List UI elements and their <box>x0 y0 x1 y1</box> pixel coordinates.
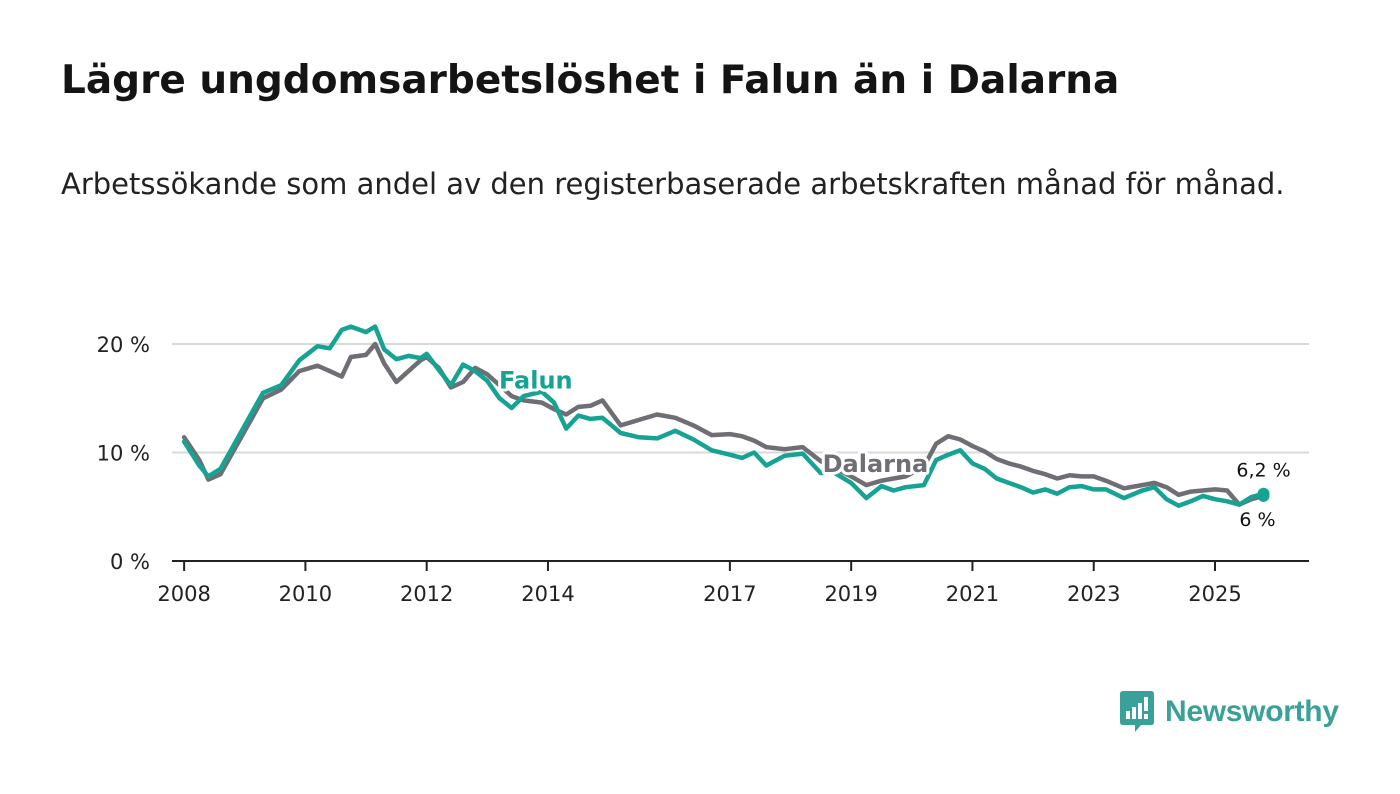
x-tick-label: 2012 <box>400 582 453 606</box>
end-labels: 6,2 % 6 % <box>1236 460 1290 531</box>
x-tick-label: 2025 <box>1188 582 1241 606</box>
gridlines <box>172 343 1309 454</box>
y-axis-ticks: 0 % 10 % 20 % <box>97 333 150 574</box>
page-title: Lägre ungdomsarbetslöshet i Falun än i D… <box>61 58 1120 103</box>
x-axis-ticks: 2008 2010 2012 2014 2017 2019 2021 2023 2025 <box>157 561 1242 606</box>
end-value-label-dalarna: 6 % <box>1239 509 1275 531</box>
series-lines <box>181 324 1270 508</box>
series-line-dalarna <box>181 341 1266 507</box>
x-tick-label: 2017 <box>703 582 756 606</box>
line-labels: Falun Dalarna <box>496 363 931 481</box>
series-label-falun: Falun <box>499 366 573 394</box>
end-value-label-falun: 6,2 % <box>1236 460 1290 482</box>
end-point-dalarna <box>1257 489 1270 502</box>
x-tick-label: 2019 <box>824 582 877 606</box>
y-tick-label: 20 % <box>97 333 150 357</box>
brand-logo[interactable]: Newsworthy <box>1119 690 1339 734</box>
newsworthy-logo-icon <box>1120 691 1154 732</box>
page-subtitle: Arbetssökande som andel av den registerb… <box>61 167 1285 201</box>
x-tick-label: 2014 <box>521 582 574 606</box>
x-tick-label: 2023 <box>1067 582 1120 606</box>
x-tick-label: 2008 <box>157 582 210 606</box>
series-label-dalarna: Dalarna <box>823 450 929 478</box>
brand-name: Newsworthy <box>1165 695 1339 728</box>
y-tick-label: 10 % <box>97 442 150 466</box>
y-tick-label: 0 % <box>110 550 150 574</box>
x-tick-label: 2010 <box>279 582 332 606</box>
series-line-falun <box>181 324 1266 508</box>
x-tick-label: 2021 <box>946 582 999 606</box>
